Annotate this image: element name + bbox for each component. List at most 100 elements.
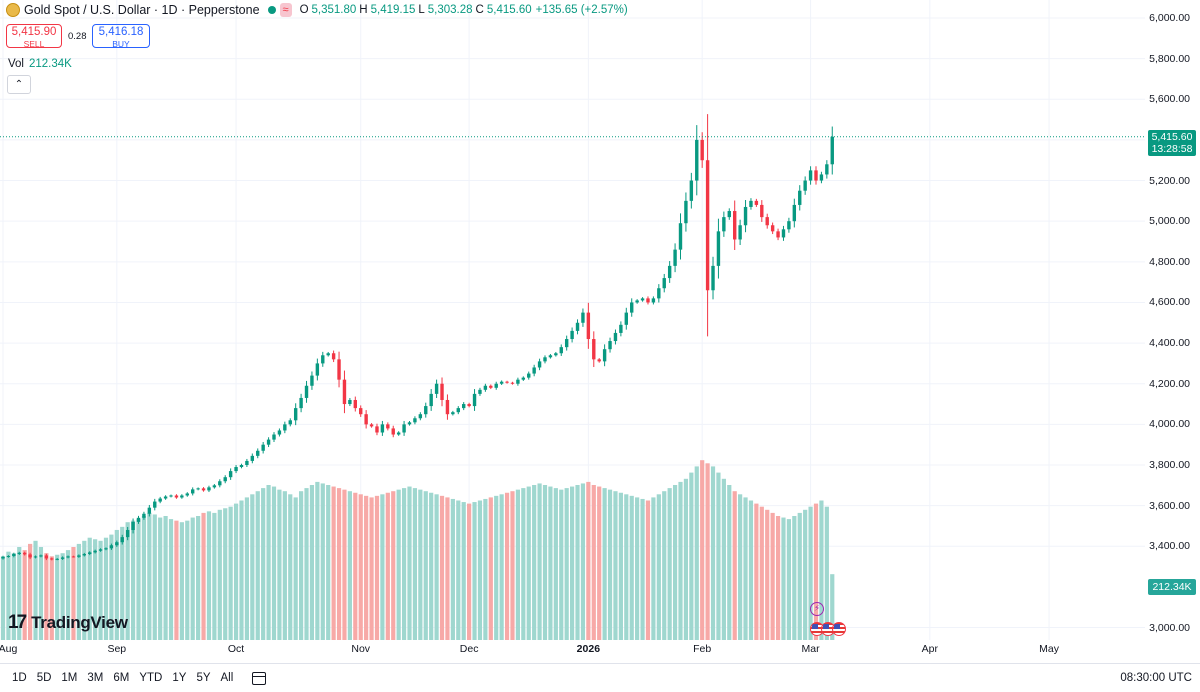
volume-legend[interactable]: Vol 212.34K xyxy=(8,58,72,70)
volume-bar xyxy=(667,488,672,640)
candle-body xyxy=(228,471,233,478)
symbol-title[interactable]: Gold Spot / U.S. Dollar · 1D · Peppersto… xyxy=(24,3,260,17)
volume-bar xyxy=(369,497,374,640)
symbol-legend[interactable]: Gold Spot / U.S. Dollar · 1D · Peppersto… xyxy=(6,3,628,17)
us-flag-event-icon[interactable] xyxy=(832,622,846,636)
volume-bar xyxy=(521,488,526,640)
y-tick-label: 3,400.00 xyxy=(1149,540,1190,553)
volume-bar xyxy=(320,483,325,640)
volume-bar xyxy=(6,551,11,640)
volume-bar xyxy=(618,492,623,640)
price-chart[interactable] xyxy=(0,0,1200,663)
collapse-legend-button[interactable]: ⌃ xyxy=(7,75,31,94)
volume-bar xyxy=(71,547,76,640)
volume-bar xyxy=(22,550,27,640)
candle-body xyxy=(196,488,200,490)
y-tick-label: 3,600.00 xyxy=(1149,499,1190,512)
candle-body xyxy=(98,549,103,551)
timeframe-all-button[interactable]: All xyxy=(220,672,234,684)
candle-body xyxy=(662,278,666,289)
volume-bar xyxy=(342,489,347,640)
volume-bar xyxy=(797,512,802,640)
volume-bar xyxy=(103,537,109,640)
candle-body xyxy=(396,432,401,435)
candle-body xyxy=(803,180,807,191)
volume-bar xyxy=(98,540,103,640)
candle-body xyxy=(765,217,769,226)
volume-bar xyxy=(808,506,813,640)
timeframe-ytd-button[interactable]: YTD xyxy=(139,672,163,684)
timeframe-5y-button[interactable]: 5Y xyxy=(196,672,211,684)
gold-coin-icon xyxy=(6,3,20,17)
candle-body xyxy=(315,363,320,376)
candle-body xyxy=(564,339,569,348)
volume-bar xyxy=(597,486,602,640)
ohlc-close-key: C xyxy=(475,4,484,16)
volume-bar xyxy=(380,494,385,640)
timeframe-1m-button[interactable]: 1M xyxy=(61,672,78,684)
wave-badge[interactable]: ≈ xyxy=(279,3,292,17)
tradingview-logo-text: TradingView xyxy=(31,613,128,632)
candle-body xyxy=(510,382,515,384)
last-price-value: 5,415.60 xyxy=(1151,131,1193,143)
timeframe-6m-button[interactable]: 6M xyxy=(113,672,130,684)
candle-body xyxy=(440,383,444,400)
volume-bar xyxy=(705,463,710,640)
volume-bar xyxy=(190,517,195,640)
candle-body xyxy=(418,414,423,419)
candle-body xyxy=(22,552,27,555)
candle-body xyxy=(792,204,797,222)
y-tick-label: 4,600.00 xyxy=(1149,296,1190,309)
x-tick-label: Dec xyxy=(459,643,479,655)
candle-body xyxy=(586,312,591,340)
candle-body xyxy=(505,381,509,383)
candle-body xyxy=(787,221,791,230)
buy-button[interactable]: 5,416.18 BUY xyxy=(92,24,150,49)
y-tick-label: 3,000.00 xyxy=(1149,621,1190,634)
volume-bar xyxy=(82,540,87,640)
candle-body xyxy=(608,341,612,350)
candle-body xyxy=(733,211,737,240)
volume-bar xyxy=(223,508,228,640)
timeframe-5d-button[interactable]: 5D xyxy=(36,672,52,684)
volume-bar xyxy=(510,491,515,640)
candle-body xyxy=(131,521,135,531)
y-tick-label: 4,400.00 xyxy=(1149,337,1190,350)
candle-body xyxy=(185,493,189,496)
utc-clock[interactable]: 08:30:00 UTC xyxy=(1120,672,1192,684)
candle-body xyxy=(380,424,385,433)
x-tick-label: Aug xyxy=(0,643,18,655)
volume-bar xyxy=(65,550,71,640)
x-tick-label: Feb xyxy=(693,643,712,655)
timeframe-1d-button[interactable]: 1D xyxy=(12,672,27,684)
timeframe-3m-button[interactable]: 3M xyxy=(87,672,104,684)
volume-bar xyxy=(748,500,754,640)
candle-body xyxy=(277,430,282,435)
candle-body xyxy=(104,548,108,550)
calendar-icon[interactable] xyxy=(252,671,267,685)
candle-body xyxy=(667,265,672,279)
candle-body xyxy=(494,383,498,388)
y-tick-label: 5,600.00 xyxy=(1149,93,1190,106)
candle-body xyxy=(191,489,195,494)
candle-body xyxy=(413,418,417,423)
tradingview-logo[interactable]: 17 TradingView xyxy=(8,612,128,634)
candle-body xyxy=(304,385,309,398)
sell-button[interactable]: 5,415.90 SELL xyxy=(6,24,62,49)
timeframe-1y-button[interactable]: 1Y xyxy=(172,672,187,684)
volume-bar xyxy=(586,481,591,640)
candle-body xyxy=(353,399,357,409)
candle-body xyxy=(619,324,623,333)
candle-body xyxy=(109,545,114,549)
lightning-event-icon[interactable]: ⚡ xyxy=(810,602,824,616)
volume-bar xyxy=(472,502,477,640)
candle-body xyxy=(55,558,59,560)
candle-body xyxy=(781,229,786,238)
candle-body xyxy=(93,550,97,553)
candle-body xyxy=(678,223,683,250)
candle-body xyxy=(250,455,255,461)
volume-bar xyxy=(759,506,764,640)
candle-body xyxy=(570,330,574,340)
volume-bar xyxy=(651,497,656,640)
candle-body xyxy=(136,517,141,522)
